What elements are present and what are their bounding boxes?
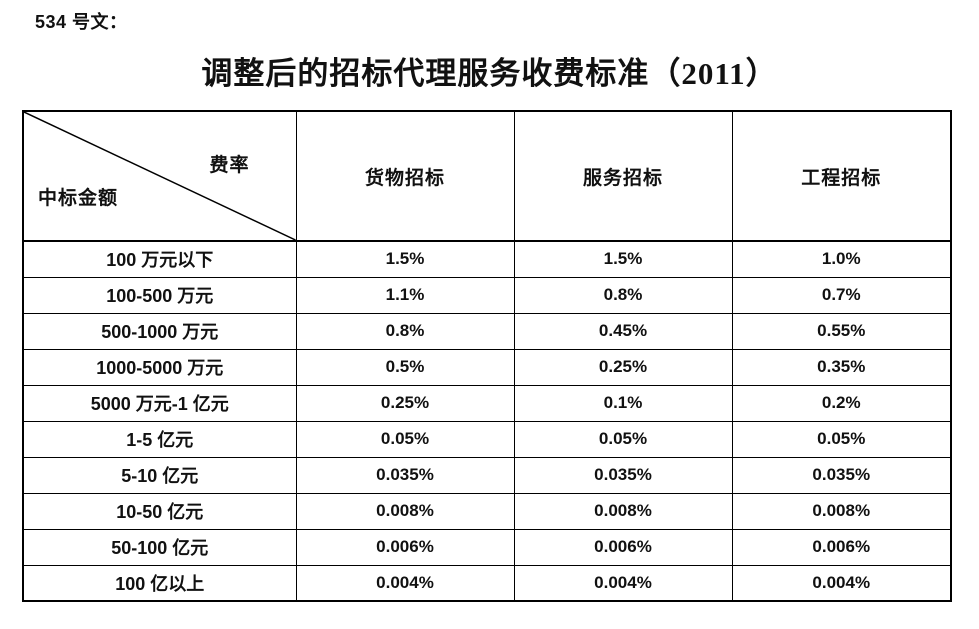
services-rate-cell: 0.006%: [513, 528, 733, 566]
table-row: 5-10 亿元 0.035% 0.035% 0.035%: [22, 456, 952, 494]
services-rate-cell: 0.035%: [513, 456, 733, 494]
goods-rate-cell: 1.5%: [295, 240, 515, 278]
table-row: 100 万元以下 1.5% 1.5% 1.0%: [22, 240, 952, 278]
goods-rate-cell: 0.8%: [295, 312, 515, 350]
amount-cell: 100 亿以上: [22, 564, 297, 602]
table-row: 100-500 万元 1.1% 0.8% 0.7%: [22, 276, 952, 314]
goods-rate-cell: 0.05%: [295, 420, 515, 458]
column-header-works: 工程招标: [731, 110, 952, 242]
corner-label-fee-rate: 费率: [209, 155, 250, 176]
services-rate-cell: 0.8%: [513, 276, 733, 314]
works-rate-cell: 0.05%: [731, 420, 952, 458]
table-header-row: 费率 中标金额 货物招标 服务招标 工程招标: [22, 110, 952, 242]
diagonal-divider-line: [24, 112, 296, 240]
column-header-goods: 货物招标: [295, 110, 515, 242]
goods-rate-cell: 0.5%: [295, 348, 515, 386]
amount-cell: 5-10 亿元: [22, 456, 297, 494]
table-row: 100 亿以上 0.004% 0.004% 0.004%: [22, 564, 952, 602]
table-row: 1000-5000 万元 0.5% 0.25% 0.35%: [22, 348, 952, 386]
amount-cell: 500-1000 万元: [22, 312, 297, 350]
services-rate-cell: 0.45%: [513, 312, 733, 350]
corner-label-bid-amount: 中标金额: [38, 188, 119, 209]
amount-cell: 5000 万元-1 亿元: [22, 384, 297, 422]
works-rate-cell: 0.35%: [731, 348, 952, 386]
corner-header-cell: 费率 中标金额: [22, 110, 297, 242]
works-rate-cell: 0.006%: [731, 528, 952, 566]
works-rate-cell: 0.004%: [731, 564, 952, 602]
services-rate-cell: 0.25%: [513, 348, 733, 386]
services-rate-cell: 0.05%: [513, 420, 733, 458]
goods-rate-cell: 1.1%: [295, 276, 515, 314]
works-rate-cell: 0.55%: [731, 312, 952, 350]
goods-rate-cell: 0.25%: [295, 384, 515, 422]
works-rate-cell: 0.2%: [731, 384, 952, 422]
services-rate-cell: 1.5%: [513, 240, 733, 278]
table-row: 500-1000 万元 0.8% 0.45% 0.55%: [22, 312, 952, 350]
services-rate-cell: 0.004%: [513, 564, 733, 602]
goods-rate-cell: 0.008%: [295, 492, 515, 530]
amount-cell: 50-100 亿元: [22, 528, 297, 566]
amount-cell: 1000-5000 万元: [22, 348, 297, 386]
table-row: 50-100 亿元 0.006% 0.006% 0.006%: [22, 528, 952, 566]
works-rate-cell: 0.035%: [731, 456, 952, 494]
works-rate-cell: 0.008%: [731, 492, 952, 530]
goods-rate-cell: 0.004%: [295, 564, 515, 602]
works-rate-cell: 0.7%: [731, 276, 952, 314]
table-row: 10-50 亿元 0.008% 0.008% 0.008%: [22, 492, 952, 530]
table-body: 100 万元以下 1.5% 1.5% 1.0% 100-500 万元 1.1% …: [22, 240, 952, 602]
doc-number-label: 534 号文：: [35, 12, 128, 32]
table-row: 5000 万元-1 亿元 0.25% 0.1% 0.2%: [22, 384, 952, 422]
services-rate-cell: 0.1%: [513, 384, 733, 422]
amount-cell: 100 万元以下: [22, 240, 297, 278]
page-title: 调整后的招标代理服务收费标准（2011）: [201, 56, 778, 91]
amount-cell: 10-50 亿元: [22, 492, 297, 530]
goods-rate-cell: 0.035%: [295, 456, 515, 494]
works-rate-cell: 1.0%: [731, 240, 952, 278]
services-rate-cell: 0.008%: [513, 492, 733, 530]
fee-rate-table: 费率 中标金额 货物招标 服务招标 工程招标 100 万元以下 1.5% 1.5…: [22, 110, 952, 602]
amount-cell: 1-5 亿元: [22, 420, 297, 458]
column-header-services: 服务招标: [513, 110, 733, 242]
amount-cell: 100-500 万元: [22, 276, 297, 314]
table-row: 1-5 亿元 0.05% 0.05% 0.05%: [22, 420, 952, 458]
goods-rate-cell: 0.006%: [295, 528, 515, 566]
